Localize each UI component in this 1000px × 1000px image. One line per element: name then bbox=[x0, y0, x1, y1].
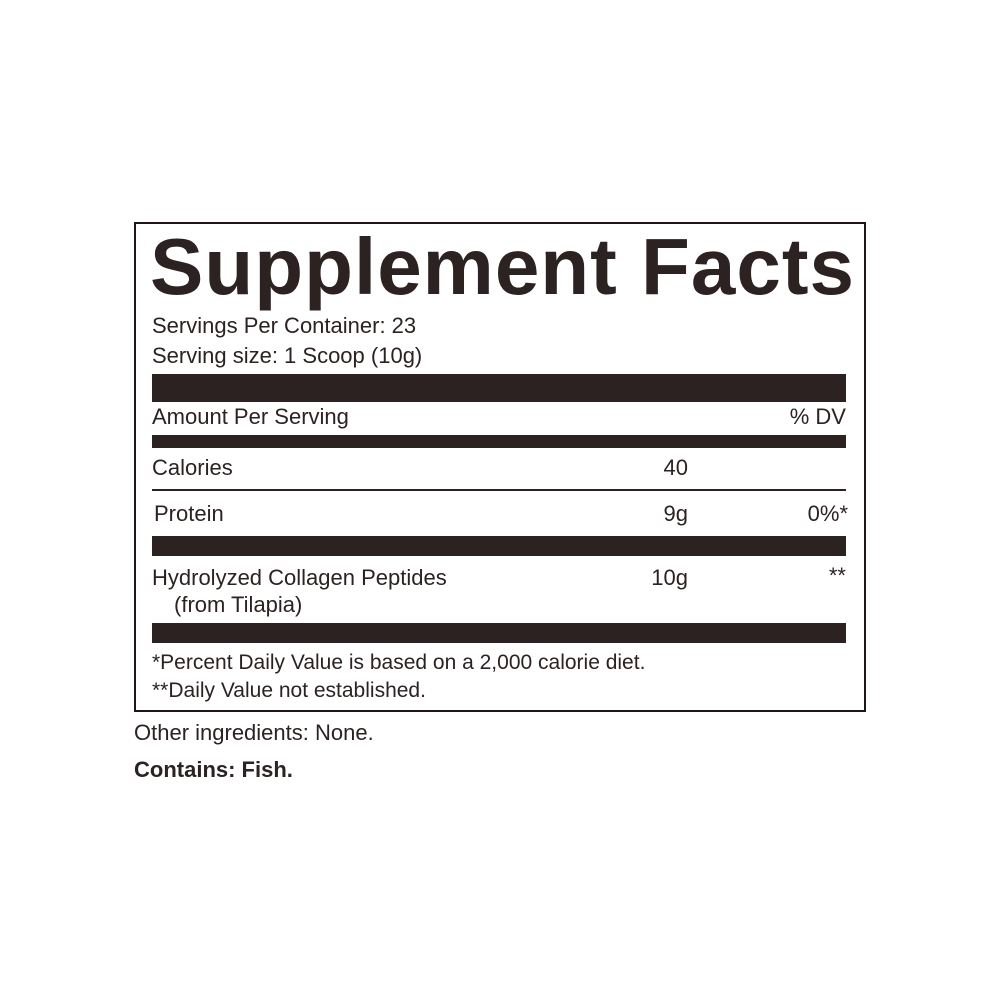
thin-divider bbox=[152, 489, 846, 491]
calories-amount: 40 bbox=[663, 455, 688, 480]
protein-label: Protein bbox=[154, 501, 224, 526]
thick-divider bbox=[152, 536, 846, 556]
servings-per-container: Servings Per Container: 23 bbox=[152, 313, 417, 338]
protein-dv: 0%* bbox=[807, 501, 848, 526]
allergen-statement: Contains: Fish. bbox=[134, 757, 293, 782]
collagen-dv: ** bbox=[828, 563, 846, 588]
collagen-amount: 10g bbox=[651, 565, 688, 590]
serving-size: Serving size: 1 Scoop (10g) bbox=[152, 343, 423, 368]
dv-label: % DV bbox=[789, 404, 846, 429]
footnote-dv: *Percent Daily Value is based on a 2,000… bbox=[152, 651, 646, 674]
protein-amount: 9g bbox=[663, 501, 688, 526]
other-ingredients: Other ingredients: None. bbox=[134, 720, 374, 745]
collagen-source: (from Tilapia) bbox=[174, 592, 303, 617]
collagen-label: Hydrolyzed Collagen Peptides bbox=[152, 565, 447, 590]
footnote-not-established: **Daily Value not established. bbox=[152, 679, 426, 702]
panel-title: Supplement Facts bbox=[150, 222, 856, 311]
calories-label: Calories bbox=[152, 455, 233, 480]
thick-divider bbox=[152, 623, 846, 643]
thick-divider bbox=[152, 374, 846, 402]
supplement-facts-panel bbox=[134, 222, 866, 712]
amount-per-serving-label: Amount Per Serving bbox=[152, 404, 349, 429]
medium-divider bbox=[152, 435, 846, 448]
